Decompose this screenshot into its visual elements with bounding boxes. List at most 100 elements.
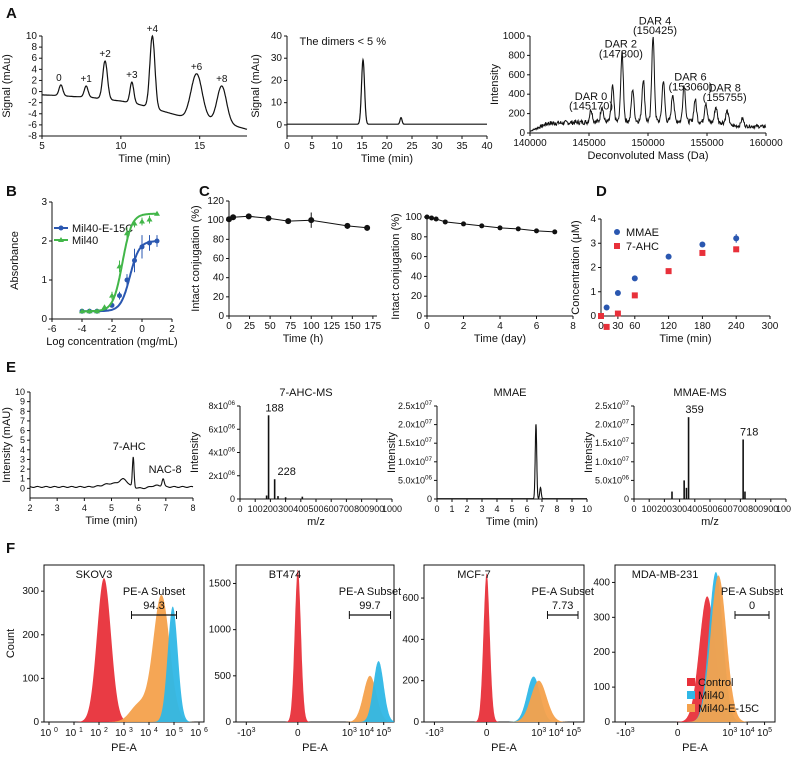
data-point (603, 304, 610, 311)
y-tick-label: 20 (271, 75, 283, 86)
y-axis-label: Concentration (μM) (570, 220, 582, 314)
x-tick-label: 0 (631, 504, 636, 514)
y-tick-label: 1.0x1007 (595, 456, 630, 467)
x-tick-label: 600 (324, 504, 339, 514)
x-tick-label: -6 (48, 324, 57, 335)
x-tick-label: 5 (309, 141, 315, 152)
y-tick-label: 0 (276, 120, 282, 131)
x-tick-label: 180 (694, 321, 711, 332)
fit-curve-Mil40 (82, 212, 158, 313)
chromatogram-trace (42, 34, 248, 130)
y-tick-label: 200 (402, 676, 419, 687)
y-tick-label: 40 (271, 31, 283, 42)
x-tick-label: 5 (39, 141, 45, 152)
y-tick-label: 400 (593, 577, 610, 588)
x-tick-label: 25 (406, 141, 418, 152)
x-tick-label: 20 (381, 141, 393, 152)
y-tick-label: 80 (213, 234, 225, 245)
data-point (154, 210, 160, 216)
y-tick-label: 60 (411, 252, 423, 263)
x-tick-label: 400 (293, 504, 308, 514)
x-tick-label: 0 (295, 728, 301, 739)
x-tick-label: 140000 (513, 138, 547, 149)
y-tick-label: 200 (508, 109, 525, 120)
y-tick-label: 4 (20, 445, 25, 455)
histogram-mil40e15c (44, 594, 204, 722)
data-point (665, 253, 672, 260)
peak-label: 359 (685, 404, 703, 416)
x-tick-label: 104 (549, 727, 564, 739)
y-tick-label: 0 (416, 311, 422, 322)
legend-label: MMAE (626, 227, 659, 239)
x-tick-label: 8 (190, 503, 195, 513)
histogram-mil40e15c (424, 680, 584, 722)
x-tick-label: 1 (449, 504, 454, 514)
y-tick-label: 300 (593, 612, 610, 623)
x-tick-label: 3 (479, 504, 484, 514)
data-point (245, 213, 252, 220)
data-point (479, 223, 485, 229)
y-axis-label: Intensity (489, 64, 501, 105)
x-tick-label: 500 (308, 504, 323, 514)
x-axis-label: Time (min) (486, 516, 538, 528)
gate-value: 0 (749, 600, 755, 612)
data-point (364, 224, 371, 231)
data-point (665, 268, 672, 275)
legend-marker (614, 243, 620, 249)
y-tick-label: 8 (20, 406, 25, 416)
x-tick-label: 6 (524, 504, 529, 514)
y-tick-label: 2x1006 (208, 470, 235, 481)
x-axis-label: Time (min) (118, 153, 170, 165)
y-tick-label: 6 (31, 53, 37, 64)
x-tick-label: 4 (494, 504, 499, 514)
y-tick-label: 3 (590, 238, 596, 249)
sample-title: MDA-MB-231 (632, 569, 699, 581)
x-axis-label: PE-A (491, 742, 517, 754)
y-tick-label: 5.0x1006 (398, 474, 433, 485)
data-point (124, 230, 130, 236)
x-tick-label: 600 (718, 504, 733, 514)
data-point (429, 215, 435, 221)
x-tick-label: 4 (497, 321, 503, 332)
data-point (117, 293, 122, 299)
y-tick-label: 800 (508, 50, 525, 61)
x-tick-label: 300 (278, 504, 293, 514)
x-tick-label: 50 (265, 321, 277, 332)
y-axis-label: Intensity (189, 432, 201, 473)
data-point (101, 304, 108, 310)
x-tick-label: 300 (762, 321, 779, 332)
chart-mmae-ms: 010020030040050060070080090010002.5x1007… (583, 387, 791, 528)
peak-label: +4 (147, 24, 159, 35)
y-tick-label: 100 (593, 682, 610, 693)
y-tick-label: 2.0x1007 (595, 419, 630, 430)
panel-letter: D (596, 183, 607, 200)
peak-label: +1 (80, 74, 92, 85)
data-point (614, 289, 621, 296)
x-tick-label: 1000 (382, 504, 402, 514)
y-tick-label: 6x1006 (208, 423, 235, 434)
legend-label: Control (698, 677, 733, 689)
x-tick-label: 300 (672, 504, 687, 514)
hplc-trace (30, 456, 194, 490)
peak-label: 188 (265, 402, 283, 414)
chart-sec-chromatogram: 0 5 10 15 20 25 30 35 40 40 30 20 10 0 Time (min) Signa… (250, 31, 493, 165)
x-axis-label: Time (min) (659, 333, 711, 345)
dar-label: DAR 4 (639, 15, 671, 27)
peak-label: +6 (191, 62, 203, 73)
panel-letter: E (6, 359, 16, 376)
legend-label: Mil40 (72, 235, 98, 247)
data-point (603, 323, 610, 330)
x-axis-label: Time (min) (85, 515, 137, 527)
y-tick-label: 400 (508, 89, 525, 100)
x-tick-label: 30 (612, 321, 624, 332)
y-tick-label: 0 (604, 717, 610, 728)
data-point (131, 220, 138, 226)
dar-mass-label: (147800) (599, 48, 643, 60)
data-point (116, 263, 123, 269)
data-point (285, 218, 292, 225)
data-point (139, 218, 145, 224)
x-tick-label: 10 1 (65, 727, 83, 739)
x-axis-label: Time (h) (283, 333, 324, 345)
